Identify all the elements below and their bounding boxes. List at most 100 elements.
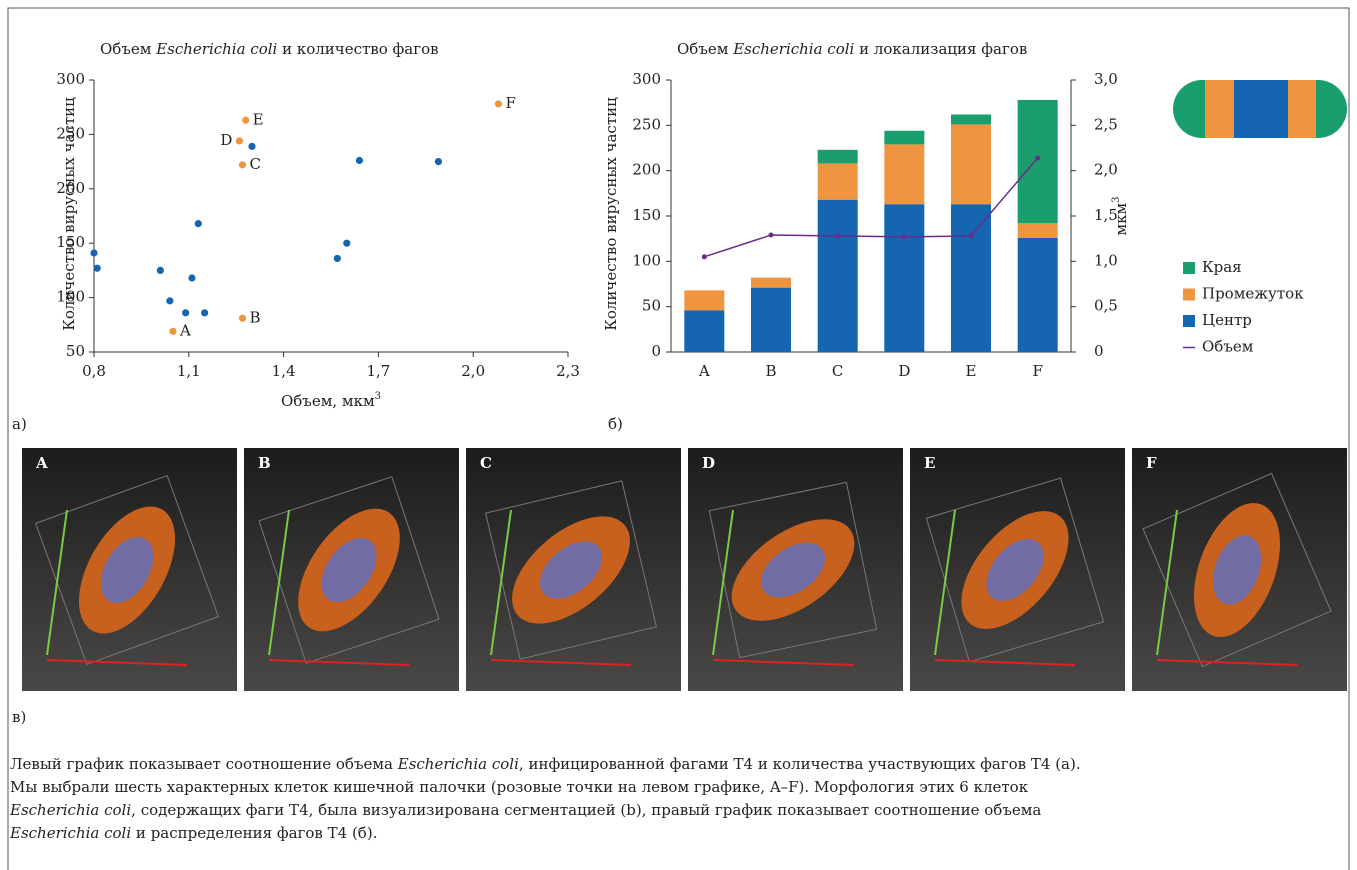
y2-tick-label: 0 (1094, 342, 1104, 360)
x-tick-label: E (966, 362, 977, 380)
point (90, 249, 97, 256)
x-tick-label: A (698, 362, 710, 380)
image-panel: F (1132, 448, 1347, 691)
chart-title-run: Объем (677, 40, 733, 58)
line-point (769, 233, 774, 238)
bar-segment (818, 150, 858, 164)
caption-line-run: Левый график показывает соотношение объе… (10, 755, 398, 773)
chart-title-run: Escherichia coli (732, 40, 854, 58)
panel-label: б) (608, 415, 623, 433)
figure: а) б) в) Объем Escherichia coli и количе… (0, 0, 1357, 870)
caption-line-run: Мы выбрали шесть характерных клеток кише… (10, 778, 1029, 796)
caption-line: Escherichia coli, содержащих фаги T4, бы… (9, 801, 1041, 819)
point-label: C (250, 155, 261, 173)
x-tick-label: F (1032, 362, 1042, 380)
y2-tick-label: 2,5 (1094, 115, 1118, 133)
image-label: F (1146, 454, 1157, 472)
line-point (702, 254, 707, 259)
caption-line-run: Escherichia coli (9, 824, 131, 842)
caption-line-run: , инфицированной фагами T4 и количества … (519, 755, 1081, 773)
chart-title: Объем Escherichia coli и количество фаго… (100, 40, 439, 58)
image-panel: D (688, 448, 903, 691)
caption-line-run: Escherichia coli (9, 801, 131, 819)
y2-tick-label: 1,0 (1094, 251, 1118, 269)
image-label: A (35, 454, 48, 472)
bar-segment (684, 310, 724, 352)
y2-axis-label-run: мкм (1112, 203, 1130, 236)
y-tick-label: 50 (642, 297, 661, 315)
image-panel: B (244, 448, 459, 691)
panel-label: в) (12, 708, 26, 726)
caption-line: Левый график показывает соотношение объе… (10, 755, 1081, 773)
point (356, 157, 363, 164)
x-axis-label-run: 3 (375, 391, 381, 402)
chart-title-run: Escherichia coli (155, 40, 277, 58)
x-tick-label: 2,3 (556, 362, 580, 380)
x-tick-label: 1,1 (177, 362, 201, 380)
image-label: C (480, 454, 492, 472)
point (201, 309, 208, 316)
point (495, 100, 502, 107)
point (248, 143, 255, 150)
image-panel: E (910, 448, 1125, 691)
point (236, 137, 243, 144)
caption-line-run: Escherichia coli (397, 755, 519, 773)
x-tick-label: D (898, 362, 910, 380)
point (239, 315, 246, 322)
image-panel: A (22, 448, 237, 691)
point (157, 267, 164, 274)
y-tick-label: 100 (632, 251, 661, 269)
chart-title-run: и количество фагов (277, 40, 438, 58)
y-tick-label: 50 (66, 342, 85, 360)
y-tick-label: 300 (56, 70, 85, 88)
point (195, 220, 202, 227)
y2-axis-label-run: 3 (1111, 196, 1122, 202)
image-label: B (258, 454, 271, 472)
y2-tick-label: 2,0 (1094, 161, 1118, 179)
point (166, 297, 173, 304)
point (343, 240, 350, 247)
y-tick-label: 150 (632, 206, 661, 224)
point-label: A (179, 321, 191, 339)
y2-tick-label: 3,0 (1094, 70, 1118, 88)
bar-segment (751, 278, 791, 288)
point (188, 274, 195, 281)
caption-line-run: и распределения фагов T4 (б). (131, 824, 377, 842)
x-axis-label-run: Объем, мкм (281, 392, 375, 410)
y-tick-label: 250 (632, 115, 661, 133)
x-tick-label: 1,4 (272, 362, 296, 380)
x-axis-label: Объем, мкм3 (281, 391, 381, 410)
legend-swatch (1183, 262, 1195, 274)
caption-line-run: , содержащих фаги T4, была визуализирова… (131, 801, 1041, 819)
cell-diagram (1173, 80, 1347, 138)
line-point (1035, 155, 1040, 160)
x-tick-label: 2,0 (461, 362, 485, 380)
y2-tick-label: 0,5 (1094, 297, 1118, 315)
point (169, 328, 176, 335)
bar-segment (884, 131, 924, 145)
bar-segment (884, 204, 924, 352)
y-axis-label: Количество вирусных частиц (602, 97, 620, 331)
bar-segment (884, 144, 924, 204)
bar-segment (951, 114, 991, 124)
bar-segment (684, 290, 724, 310)
caption-line: Escherichia coli и распределения фагов T… (9, 824, 377, 842)
image-label: D (702, 454, 715, 472)
bar-segment (751, 288, 791, 352)
legend-label: Центр (1202, 311, 1252, 329)
panel-label: а) (12, 415, 27, 433)
chart-title-run: и локализация фагов (854, 40, 1027, 58)
legend-label: Объем (1202, 338, 1254, 356)
point (435, 158, 442, 165)
bar-segment (1018, 223, 1058, 238)
chart-title: Объем Escherichia coli и локализация фаг… (677, 40, 1027, 58)
legend-swatch (1183, 289, 1195, 301)
bar-segment (951, 204, 991, 352)
image-panel: C (466, 448, 681, 691)
legend-swatch (1183, 315, 1195, 327)
point-label: E (253, 110, 264, 128)
y-tick-label: 300 (632, 70, 661, 88)
y2-axis-label: мкм3 (1111, 196, 1130, 235)
legend-label: Края (1202, 258, 1242, 276)
bar-segment (1018, 100, 1058, 223)
